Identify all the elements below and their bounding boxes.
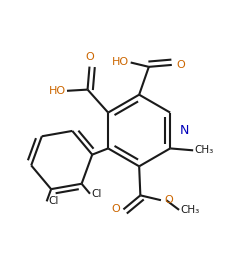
Text: CH₃: CH₃ <box>180 205 200 215</box>
Text: HO: HO <box>112 57 129 68</box>
Text: HO: HO <box>49 86 66 96</box>
Text: N: N <box>179 124 189 137</box>
Text: Cl: Cl <box>48 196 58 206</box>
Text: O: O <box>164 195 173 205</box>
Text: CH₃: CH₃ <box>194 145 214 155</box>
Text: O: O <box>111 204 120 214</box>
Text: O: O <box>176 60 185 70</box>
Text: Cl: Cl <box>91 189 102 199</box>
Text: O: O <box>85 52 94 62</box>
